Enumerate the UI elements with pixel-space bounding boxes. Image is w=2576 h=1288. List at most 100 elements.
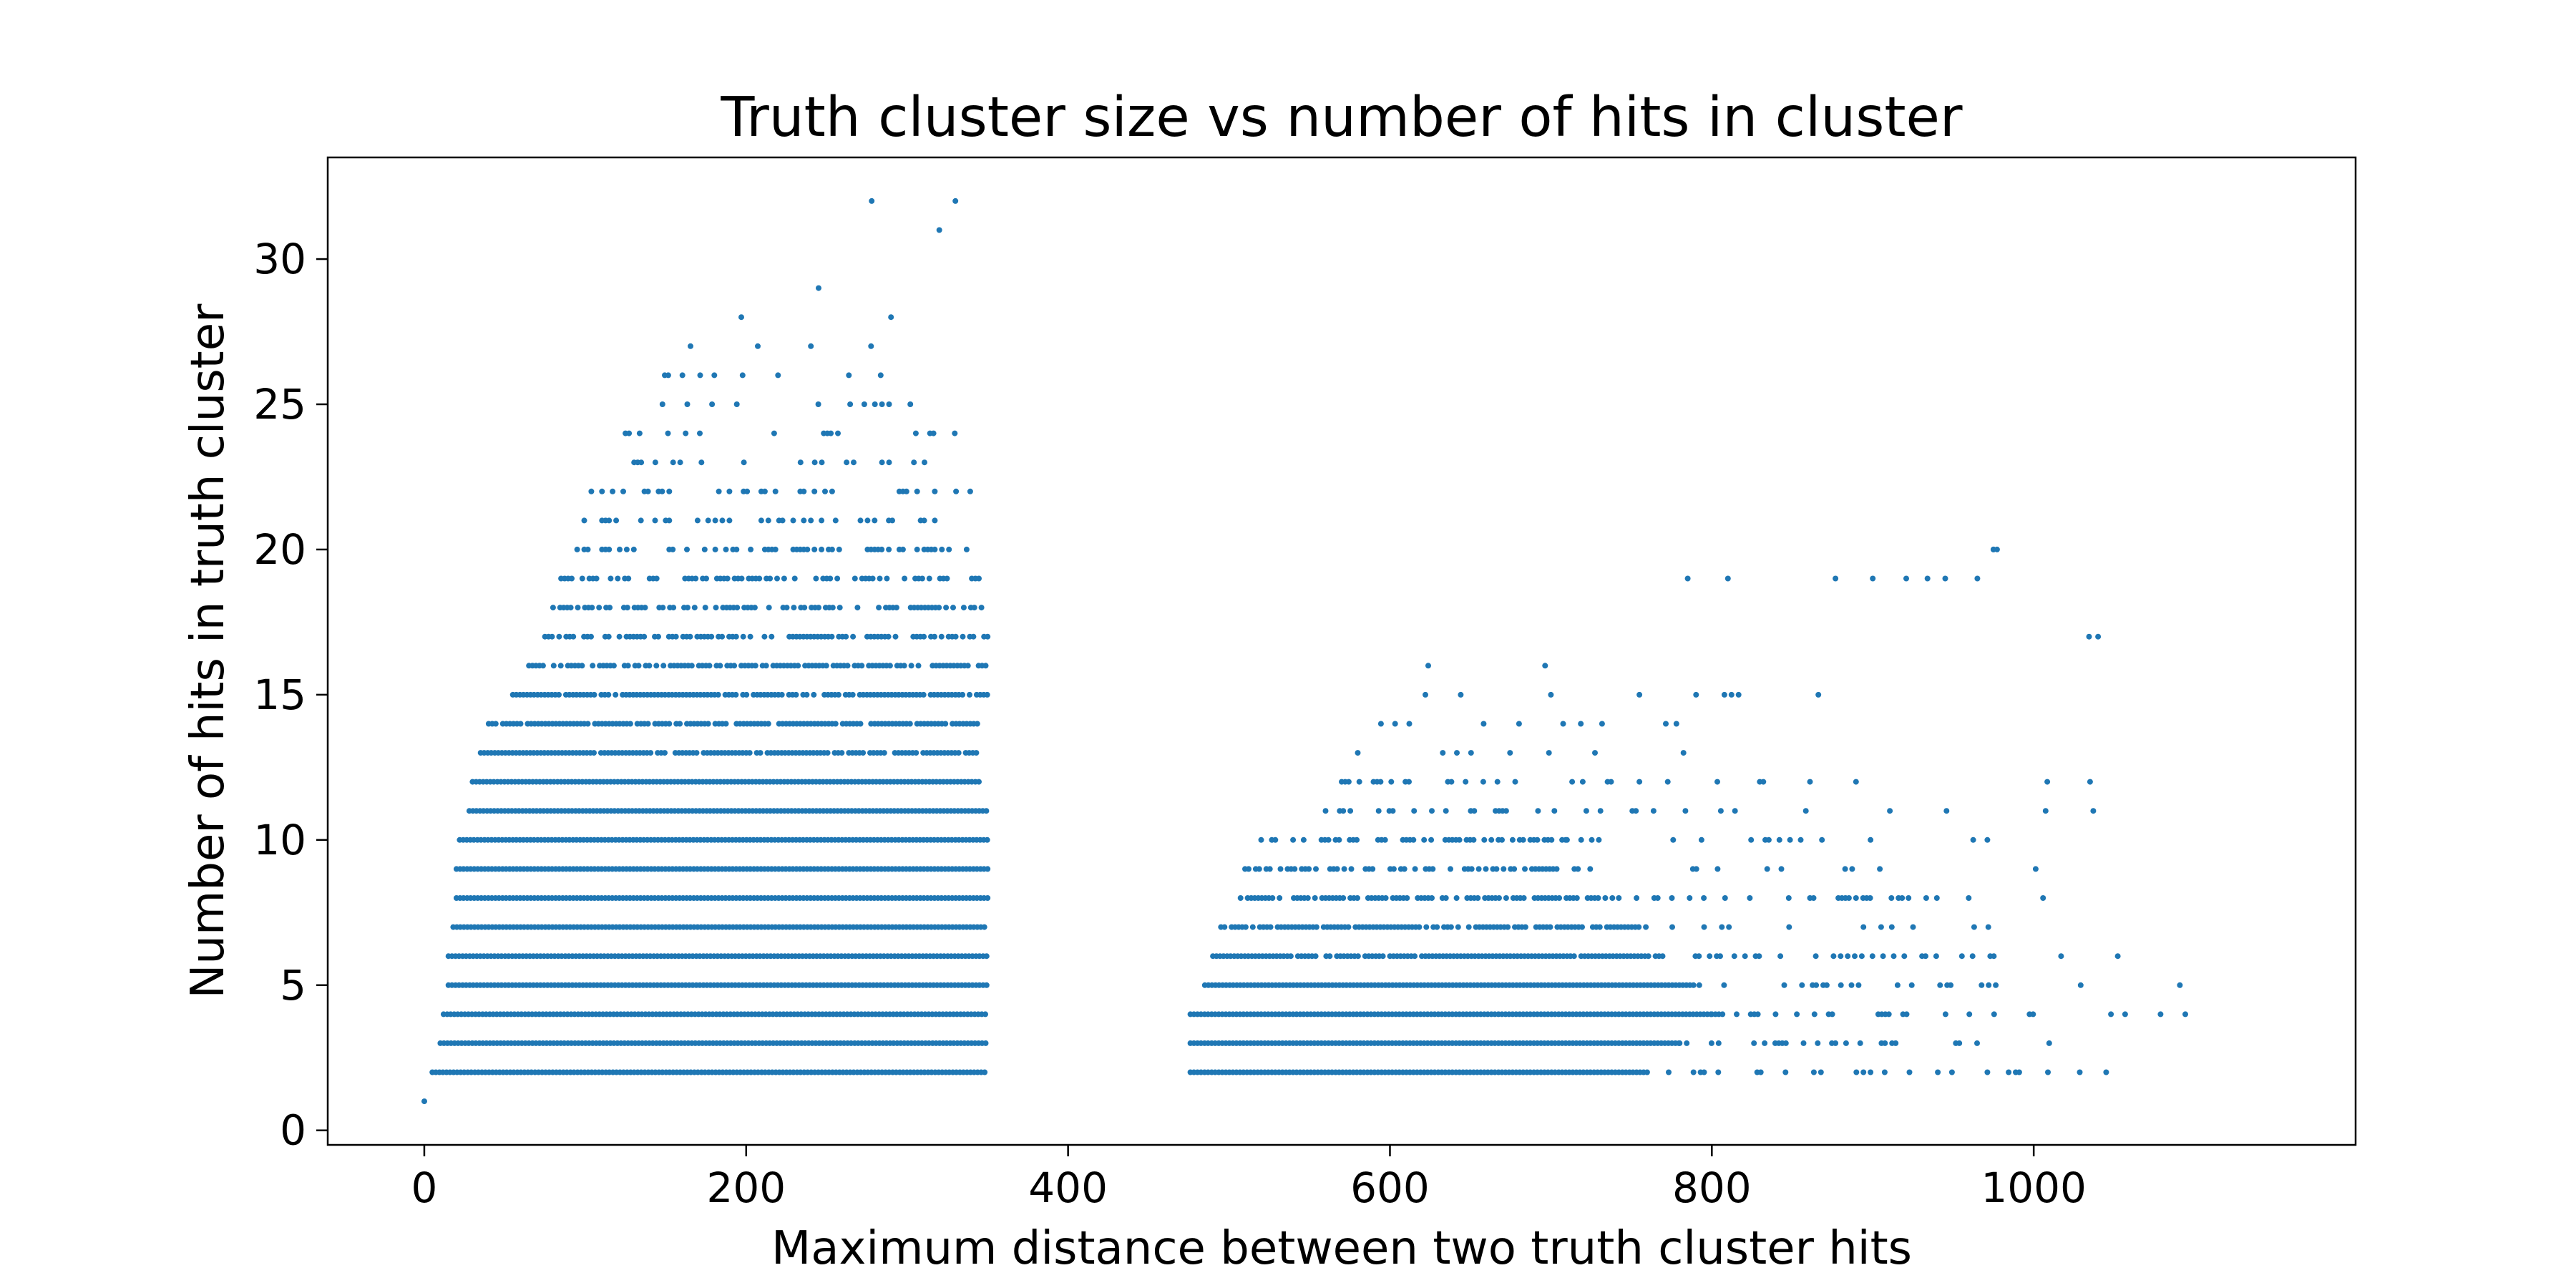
scatter-point	[744, 488, 751, 494]
scatter-point	[1755, 1011, 1761, 1018]
scatter-point	[2157, 1011, 2164, 1018]
scatter-point	[1269, 895, 1276, 901]
scatter-point	[881, 750, 887, 756]
scatter-point	[1838, 982, 1844, 988]
scatter-point	[1833, 1040, 1839, 1046]
scatter-point	[985, 895, 991, 901]
scatter-point	[726, 517, 733, 524]
scatter-point	[819, 546, 825, 552]
scatter-point	[593, 575, 600, 582]
scatter-point	[1830, 953, 1837, 960]
scatter-point	[984, 836, 990, 843]
scatter-point	[1267, 924, 1274, 930]
scatter-point	[1636, 924, 1642, 930]
scatter-point	[755, 343, 761, 349]
scatter-point	[701, 546, 708, 552]
scatter-point	[944, 575, 950, 582]
scatter-point	[808, 343, 814, 349]
scatter-point	[1979, 982, 1985, 988]
scatter-point	[829, 633, 835, 640]
scatter-point	[801, 605, 808, 611]
scatter-point	[2030, 1011, 2036, 1018]
scatter-point	[1569, 779, 1576, 785]
scatter-point	[1701, 924, 1707, 930]
scatter-point	[769, 633, 775, 640]
scatter-point	[872, 401, 878, 407]
scatter-point	[1382, 895, 1389, 901]
scatter-point	[912, 430, 919, 436]
scatter-point	[1726, 924, 1732, 930]
scatter-point	[608, 575, 614, 582]
scatter-point	[2177, 982, 2183, 988]
scatter-point	[1258, 836, 1264, 843]
scatter-point	[606, 546, 613, 552]
scatter-point	[1948, 982, 1954, 988]
scatter-point	[1869, 953, 1875, 960]
scatter-point	[893, 605, 899, 611]
scatter-point	[1542, 663, 1548, 669]
scatter-point	[1392, 721, 1398, 727]
scatter-point	[1256, 866, 1262, 872]
scatter-point	[751, 605, 758, 611]
scatter-point	[579, 663, 585, 669]
scatter-point	[1787, 836, 1793, 843]
scatter-point	[1483, 866, 1489, 872]
scatter-point	[1423, 924, 1430, 930]
y-axis-label: Number of hits in truth cluster	[182, 303, 235, 999]
scatter-point	[1903, 1011, 1910, 1018]
scatter-point	[617, 546, 623, 552]
scatter-point	[550, 663, 557, 669]
scatter-point	[1684, 1040, 1690, 1046]
scatter-point	[610, 663, 617, 669]
scatter-point	[653, 575, 660, 582]
scatter-point	[1696, 953, 1702, 960]
scatter-point	[1455, 924, 1461, 930]
scatter-point	[616, 633, 623, 640]
scatter-point	[872, 517, 878, 524]
scatter-point	[1406, 721, 1413, 727]
scatter-point	[1833, 575, 1839, 582]
scatter-point	[1468, 866, 1475, 872]
scatter-point	[1724, 575, 1731, 582]
scatter-point	[591, 691, 597, 698]
scatter-point	[626, 430, 633, 436]
scatter-point	[1304, 895, 1311, 901]
scatter-point	[693, 750, 700, 756]
scatter-point	[1578, 721, 1584, 727]
scatter-point	[1974, 575, 1981, 582]
scatter-point	[921, 517, 927, 524]
scatter-point	[1893, 1040, 1899, 1046]
scatter-point	[549, 633, 555, 640]
scatter-point	[2086, 633, 2092, 640]
scatter-point	[1597, 808, 1604, 814]
scatter-point	[844, 459, 850, 466]
scatter-point	[1986, 982, 1992, 988]
scatter-point	[1848, 982, 1855, 988]
scatter-point	[1845, 953, 1851, 960]
scatter-point	[1765, 836, 1772, 843]
scatter-point	[711, 372, 718, 379]
scatter-point	[1943, 808, 1950, 814]
x-tick-label: 600	[1350, 1163, 1430, 1212]
scatter-point	[1990, 546, 1996, 552]
scatter-point	[574, 546, 580, 552]
scatter-point	[801, 517, 807, 524]
scatter-point	[767, 575, 774, 582]
scatter-point	[1548, 691, 1554, 698]
scatter-point	[1425, 663, 1431, 669]
scatter-point	[590, 663, 596, 669]
scatter-point	[709, 401, 716, 407]
scatter-point	[1602, 895, 1609, 901]
scatter-point	[712, 517, 718, 524]
scatter-point	[859, 663, 865, 669]
scatter-point	[1969, 953, 1976, 960]
scatter-point	[1843, 1040, 1849, 1046]
scatter-point	[888, 314, 894, 321]
scatter-point	[1406, 779, 1412, 785]
scatter-point	[738, 314, 744, 321]
scatter-point	[1715, 1069, 1722, 1075]
scatter-point	[599, 488, 605, 494]
scatter-point	[1535, 808, 1541, 814]
scatter-point	[1797, 836, 1804, 843]
scatter-point	[868, 343, 874, 349]
